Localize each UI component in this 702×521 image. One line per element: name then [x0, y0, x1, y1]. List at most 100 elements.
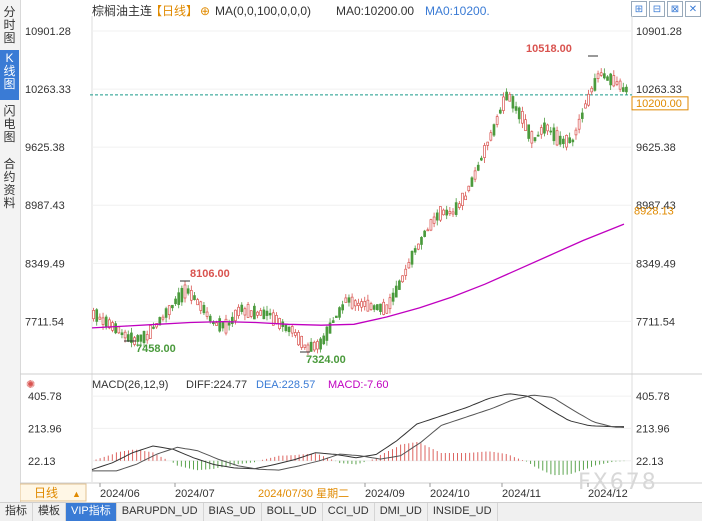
- time-label: 2024/10: [430, 488, 470, 500]
- candle-body: [136, 335, 140, 342]
- low2-price-label: 7324.00: [306, 354, 346, 366]
- candle-body: [404, 268, 408, 276]
- candle-body: [199, 301, 203, 311]
- candle-body: [341, 304, 344, 311]
- macd-label-right: 405.78: [636, 391, 670, 403]
- candle-body: [580, 112, 584, 119]
- tab-templates[interactable]: 模板: [33, 503, 66, 521]
- candle-body: [287, 326, 291, 333]
- candle-body: [584, 103, 587, 109]
- candle-body: [347, 297, 351, 303]
- candle-body: [114, 323, 117, 334]
- tab-timeshare[interactable]: 分时图: [3, 5, 16, 45]
- grid-lines: [91, 16, 633, 482]
- macd-histogram: [95, 441, 625, 476]
- tab-boll[interactable]: BOLL_UD: [262, 503, 323, 521]
- candle-body: [202, 304, 206, 314]
- candle-body: [101, 317, 105, 325]
- candle-body: [587, 93, 590, 106]
- candle-body: [439, 206, 442, 221]
- candle-body: [420, 237, 423, 245]
- period-button-label[interactable]: 日线: [34, 486, 58, 500]
- candle-body: [379, 303, 382, 312]
- candle-body: [524, 119, 527, 132]
- tab-vip-indicators[interactable]: VIP指标: [66, 503, 117, 521]
- candle-body: [417, 243, 420, 250]
- candle-body: [350, 296, 354, 309]
- candle-body: [290, 326, 294, 334]
- candle-body: [322, 335, 326, 345]
- time-axis: 2024/06 2024/07 2024/09 2024/10 2024/11 2024/…: [99, 483, 628, 500]
- tab-contract-info[interactable]: 合约资料: [3, 157, 16, 210]
- macd-settings-icon[interactable]: ✺: [26, 379, 35, 391]
- current-price-tag: [631, 96, 689, 111]
- candle-body: [609, 73, 612, 86]
- chart-area[interactable]: 棕榈油主连 【日线】 ⊕ MA(0,0,100,0,0,0) MA0:10200…: [19, 0, 702, 502]
- candle-body: [423, 230, 426, 237]
- candle-body: [237, 306, 240, 317]
- candle-body: [470, 177, 474, 187]
- macd-label-left: 213.96: [28, 423, 62, 435]
- macd-label-left: 22.13: [28, 456, 56, 468]
- candle-body: [486, 141, 490, 146]
- maximize-icon[interactable]: ⊠: [667, 1, 683, 17]
- candle-body: [621, 87, 625, 92]
- time-label: 2024/12: [588, 488, 628, 500]
- candle-body: [246, 304, 250, 318]
- candle-body: [306, 344, 310, 353]
- tab-indicators[interactable]: 指标: [0, 503, 33, 521]
- candle-body: [514, 106, 518, 111]
- close-icon[interactable]: ✕: [685, 1, 701, 17]
- symbol-title: 棕榈油主连: [92, 3, 152, 18]
- tab-cci[interactable]: CCI_UD: [323, 503, 375, 521]
- candle-body: [577, 118, 581, 130]
- macd-axis: 405.78 405.78 213.96 213.96 22.13 22.13: [28, 391, 670, 468]
- candle-body: [271, 312, 275, 326]
- candle-body: [489, 132, 493, 141]
- candlestick-chart[interactable]: 棕榈油主连 【日线】 ⊕ MA(0,0,100,0,0,0) MA0:10200…: [19, 0, 702, 502]
- tab-dmi[interactable]: DMI_UD: [375, 503, 428, 521]
- minimize-icon[interactable]: ⊟: [649, 1, 665, 17]
- price-label-right: 10263.33: [636, 84, 682, 96]
- time-label: 2024/11: [502, 488, 541, 500]
- period-button[interactable]: [19, 483, 87, 502]
- candle-body: [167, 305, 171, 316]
- candle-body: [186, 288, 190, 294]
- high2-price-label: 8106.00: [190, 268, 230, 280]
- candle-body: [316, 341, 319, 350]
- candle-body: [385, 304, 389, 314]
- candle-body: [448, 211, 452, 215]
- price-label-right: 8987.43: [636, 200, 676, 212]
- candle-body: [331, 320, 335, 323]
- tab-barupdn[interactable]: BARUPDN_UD: [117, 503, 204, 521]
- candle-body: [511, 96, 515, 109]
- candle-body: [357, 302, 360, 306]
- candle-body: [565, 134, 568, 148]
- candle-body: [284, 324, 288, 332]
- candle-body: [177, 292, 181, 305]
- candle-body: [145, 334, 149, 341]
- add-indicator-icon[interactable]: ⊕: [200, 4, 210, 18]
- tab-inside[interactable]: INSIDE_UD: [428, 503, 498, 521]
- price-label-left: 7711.54: [25, 316, 64, 328]
- candle-body: [338, 307, 341, 318]
- candle-body: [558, 135, 562, 145]
- candle-body: [372, 305, 376, 310]
- period-dropdown-icon[interactable]: ▲: [72, 489, 81, 499]
- candle-body: [432, 216, 436, 224]
- macd-diff: DIFF:224.77: [186, 379, 247, 391]
- candles: [92, 68, 628, 356]
- candle-body: [174, 298, 177, 305]
- layout-icon[interactable]: ⊞: [631, 1, 647, 17]
- tab-bias[interactable]: BIAS_UD: [204, 503, 262, 521]
- tab-kline[interactable]: K线图: [0, 50, 19, 100]
- candle-body: [461, 192, 464, 206]
- macd-value: MACD:-7.60: [328, 379, 389, 391]
- candle-body: [335, 315, 338, 318]
- dea-line: [92, 394, 625, 472]
- tab-flash[interactable]: 闪电图: [3, 104, 16, 144]
- time-label: 2024/06: [100, 488, 140, 500]
- candle-body: [123, 331, 127, 339]
- candle-body: [442, 209, 445, 216]
- cursor-date: 2024/07/30 星期二: [258, 487, 349, 500]
